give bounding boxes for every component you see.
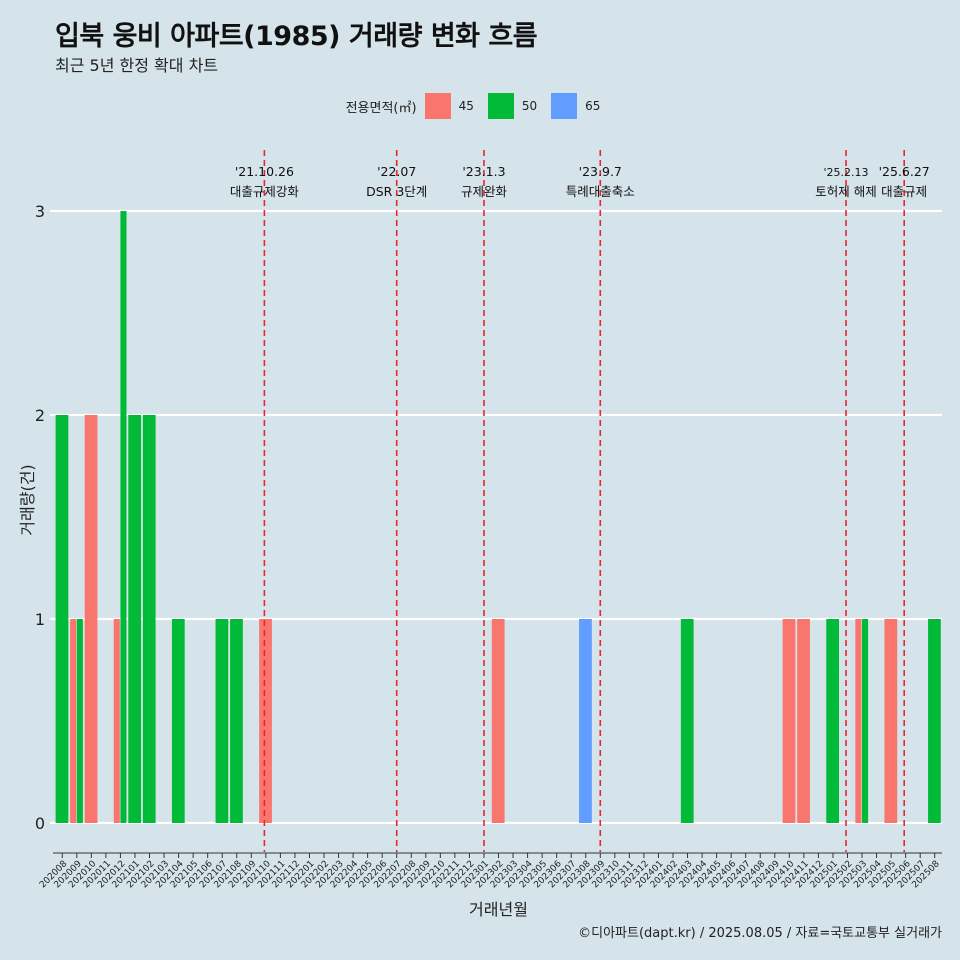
bar-202508-50 — [928, 619, 941, 823]
event-name-label: 대출규제 — [881, 184, 927, 199]
bar-202104-50 — [171, 619, 185, 823]
bar-202110-45 — [259, 619, 272, 823]
event-name-label: 규제완화 — [461, 184, 508, 199]
chart-title: 입북 웅비 아파트(1985) 거래량 변화 흐름 — [55, 21, 538, 52]
legend-label-50: 50 — [521, 99, 538, 113]
bar-202403-50 — [680, 619, 694, 823]
bar-202012-50 — [120, 211, 127, 823]
event-date-label: '25.6.27 — [879, 164, 930, 179]
x-axis-title: 거래년월 — [469, 900, 528, 919]
chart-subtitle: 최근 5년 한정 확대 차트 — [55, 56, 219, 75]
bar-202505-45 — [884, 619, 898, 823]
bar-202009-50 — [76, 619, 83, 823]
bar-202308-65 — [579, 619, 592, 823]
event-name-label: DSR 3단계 — [366, 184, 427, 199]
bar-202008-50 — [55, 415, 69, 823]
bar-202501-50 — [826, 619, 840, 823]
legend-swatch-50 — [487, 93, 514, 119]
bar-202503-50 — [862, 619, 869, 823]
y-tick-label: 0 — [35, 814, 45, 833]
bar-202010-45 — [84, 415, 98, 823]
event-name-label: 대출규제강화 — [230, 184, 300, 199]
event-date-label: '21.10.26 — [235, 164, 294, 179]
event-date-label: '22.07 — [377, 164, 416, 179]
bar-202012-45 — [113, 619, 120, 823]
y-tick-label: 1 — [35, 610, 45, 629]
bar-202107-50 — [215, 619, 229, 823]
bar-202302-45 — [491, 619, 505, 823]
bar-202101-50 — [128, 415, 142, 823]
bar-202108-50 — [230, 619, 243, 823]
y-axis-title: 거래량(건) — [18, 464, 37, 535]
event-date-label: '23.9.7 — [579, 164, 622, 179]
legend-label-65: 65 — [585, 99, 601, 113]
legend-label-45: 45 — [458, 99, 474, 113]
event-date-label: '23.1.3 — [462, 164, 505, 179]
source-caption: ©디아파트(dapt.kr) / 2025.08.05 / 자료=국토교통부 실… — [578, 926, 942, 941]
event-name-label: 특례대출축소 — [566, 184, 635, 199]
legend-swatch-65 — [551, 93, 578, 119]
bar-202410-45 — [782, 619, 796, 823]
bar-202411-45 — [797, 619, 810, 823]
legend: 전용면적(㎡) 45 50 65 — [0, 93, 960, 119]
legend-title: 전용면적(㎡) — [345, 100, 417, 116]
event-name-label: 토허제 해제 — [815, 184, 876, 199]
y-tick-label: 2 — [35, 406, 45, 425]
bar-202009-45 — [70, 619, 77, 823]
y-tick-label: 3 — [35, 202, 45, 221]
bar-202102-50 — [142, 415, 156, 823]
legend-swatch-45 — [424, 93, 451, 119]
event-date-label: '25.2.13 — [824, 166, 869, 179]
bar-202503-45 — [855, 619, 862, 823]
